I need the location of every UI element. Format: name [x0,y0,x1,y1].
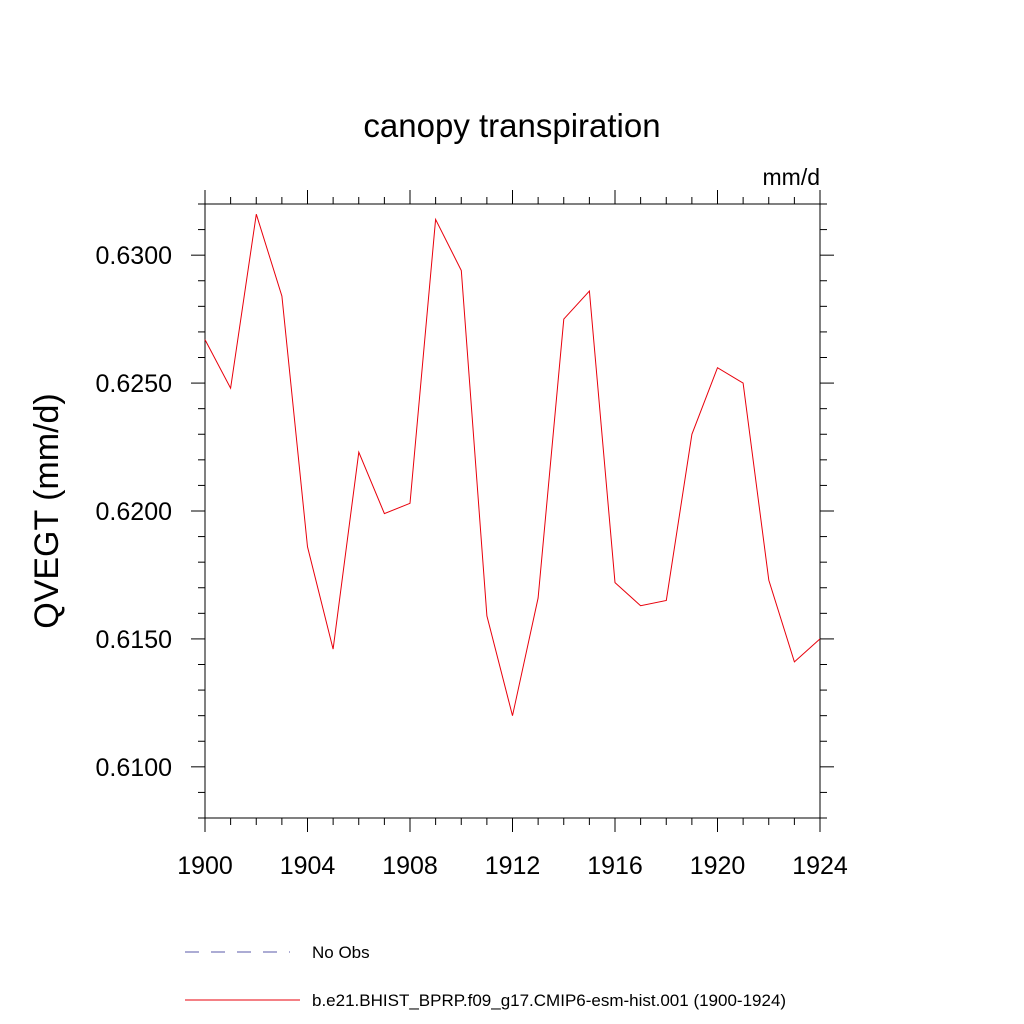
units-label: mm/d [763,164,821,190]
x-tick-label: 1916 [587,852,643,880]
x-tick-label: 1900 [177,852,233,880]
legend-label-model-run: b.e21.BHIST_BPRP.f09_g17.CMIP6-esm-hist.… [312,991,786,1010]
series-line-model-run [204,214,821,716]
tick-labels: 1900 1904 1908 1912 1916 1920 1924 0.6100 0.6150… [96,242,848,880]
x-tick-label: 1908 [382,852,438,880]
y-tick-label: 0.6250 [96,370,172,398]
legend: No Obs b.e21.BHIST_BPRP.f09_g17.CMIP6-es… [185,943,786,1010]
x-tick-label: 1924 [792,852,848,880]
y-tick-label: 0.6300 [96,242,172,270]
y-axis-label: QVEGT (mm/d) [28,393,66,629]
x-tick-label: 1904 [280,852,336,880]
y-tick-label: 0.6150 [96,626,172,654]
y-tick-label: 0.6100 [96,754,172,782]
axis-ticks [191,190,834,832]
plot-frame [204,203,821,819]
y-tick-label: 0.6200 [96,498,172,526]
legend-label-no-obs: No Obs [312,943,370,962]
chart-title: canopy transpiration [363,107,660,144]
x-tick-label: 1920 [690,852,746,880]
series-layer [204,214,821,716]
x-tick-label: 1912 [485,852,541,880]
